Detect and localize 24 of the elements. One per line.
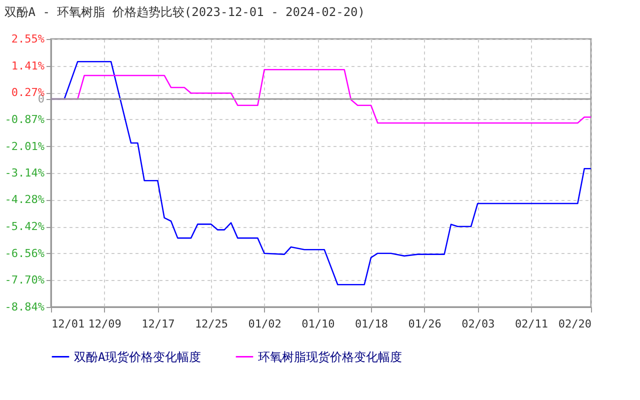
x-tick-label: 12/17 bbox=[142, 318, 175, 330]
y-tick-label: -7.70% bbox=[4, 274, 45, 287]
x-tick-label: 12/09 bbox=[88, 318, 122, 330]
x-tick-label: 12/01 bbox=[52, 318, 85, 330]
y-tick-label: -2.01% bbox=[4, 140, 45, 153]
y-tick-label: -6.56% bbox=[4, 246, 45, 260]
x-tick-label: 01/26 bbox=[408, 318, 442, 330]
y-tick-label: -3.14% bbox=[4, 166, 45, 180]
legend-label: 双酚A现货价格变化幅度 bbox=[74, 350, 202, 364]
x-tick-label: 01/18 bbox=[354, 318, 388, 330]
x-tick-label: 02/11 bbox=[514, 318, 548, 330]
y-tick-label: -5.42% bbox=[4, 220, 45, 234]
x-tick-label: 02/20 bbox=[558, 318, 592, 330]
y-tick-label: -0.87% bbox=[4, 112, 45, 126]
legend-label: 环氧树脂现货价格变化幅度 bbox=[258, 350, 402, 364]
x-tick-label: 01/02 bbox=[248, 318, 282, 330]
x-tick-label: 01/10 bbox=[302, 318, 335, 330]
y-tick-label: 2.55% bbox=[11, 32, 45, 46]
chart-title: 双酚A - 环氧树脂 价格趋势比较(2023-12-01 - 2024-02-20) bbox=[4, 5, 366, 19]
y-tick-label: -8.84% bbox=[4, 300, 45, 314]
x-tick-label: 12/25 bbox=[194, 318, 228, 330]
y-tick-label: 1.41% bbox=[11, 59, 45, 72]
y-tick-label: -4.28% bbox=[4, 193, 45, 206]
x-tick-label: 02/03 bbox=[462, 318, 495, 330]
